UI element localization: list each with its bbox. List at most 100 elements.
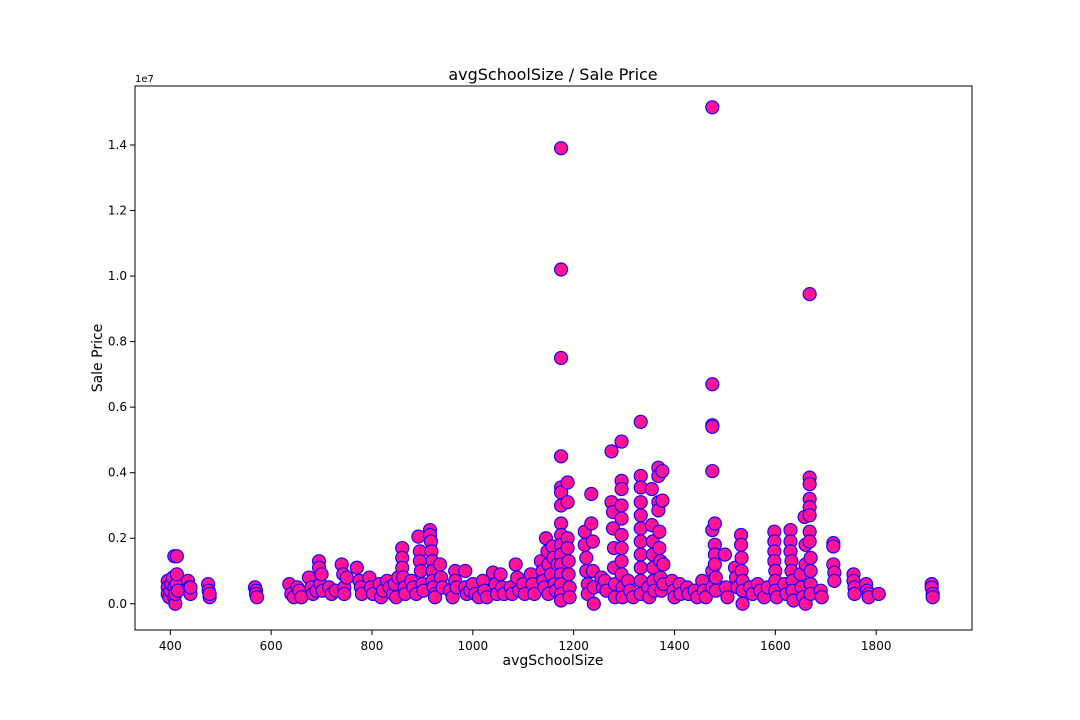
x-tick-label: 800 xyxy=(361,639,384,653)
y-axis-label: Sale Price xyxy=(90,324,106,393)
y-tick-label: 0.0 xyxy=(108,597,127,611)
data-point xyxy=(553,350,569,366)
data-point xyxy=(652,524,667,539)
data-point xyxy=(562,590,577,605)
data-point xyxy=(560,540,575,556)
data-point xyxy=(717,547,733,562)
data-point xyxy=(584,486,599,502)
data-point xyxy=(614,511,629,526)
y-tick-label: 0.4 xyxy=(108,466,127,480)
x-tick-label: 400 xyxy=(159,639,182,653)
data-point xyxy=(614,434,629,449)
data-point xyxy=(803,550,818,566)
data-point xyxy=(633,495,648,510)
data-point xyxy=(705,100,720,115)
data-point xyxy=(644,481,659,497)
data-point xyxy=(527,586,542,602)
x-tick-label: 1600 xyxy=(760,639,791,653)
x-tick-label: 1800 xyxy=(861,639,892,653)
data-point xyxy=(561,567,576,582)
data-point xyxy=(633,560,648,575)
data-point xyxy=(802,534,817,549)
data-point xyxy=(814,590,829,605)
data-point xyxy=(493,567,508,582)
data-point xyxy=(705,463,720,479)
data-point xyxy=(170,583,185,598)
data-point xyxy=(604,444,619,459)
data-point xyxy=(734,550,749,566)
data-point xyxy=(427,590,443,605)
data-point xyxy=(249,590,265,605)
data-point xyxy=(733,537,749,552)
data-point xyxy=(339,570,354,585)
points-layer xyxy=(160,100,940,611)
data-point xyxy=(585,534,600,549)
data-point xyxy=(802,286,817,302)
data-point xyxy=(183,580,198,595)
data-point xyxy=(169,549,184,564)
data-point xyxy=(614,498,629,513)
x-axis-label: avgSchoolSize xyxy=(503,653,604,669)
plot-frame xyxy=(134,85,973,631)
data-point xyxy=(584,516,599,531)
data-point xyxy=(337,586,352,602)
data-point xyxy=(847,586,862,602)
data-point xyxy=(411,529,426,544)
data-point xyxy=(803,563,818,579)
data-point xyxy=(633,534,648,549)
data-point xyxy=(553,262,569,277)
y-tick-label: 1.2 xyxy=(108,204,127,218)
data-point xyxy=(508,557,523,572)
data-point xyxy=(169,567,184,582)
x-tick-label: 1200 xyxy=(558,639,589,653)
data-point xyxy=(349,560,364,575)
data-point xyxy=(294,590,309,605)
data-point xyxy=(202,586,217,602)
y-tick-label: 0.8 xyxy=(108,335,127,349)
data-point xyxy=(655,493,670,508)
data-point xyxy=(826,539,841,554)
data-point xyxy=(633,547,648,562)
data-point xyxy=(871,586,886,602)
x-tick-label: 1000 xyxy=(458,639,489,653)
data-point xyxy=(561,554,576,569)
data-point xyxy=(735,596,750,611)
data-point xyxy=(553,141,569,156)
x-axis: 400 600 800 1000 1200 1400 1600 1800 xyxy=(159,630,892,653)
data-point xyxy=(614,527,629,543)
data-point xyxy=(705,377,720,392)
data-point xyxy=(720,590,735,605)
data-point xyxy=(707,557,722,572)
y-tick-label: 1.4 xyxy=(108,138,127,152)
data-point xyxy=(633,414,648,430)
data-point xyxy=(698,590,713,605)
data-point xyxy=(314,567,329,582)
x-tick-label: 1400 xyxy=(659,639,690,653)
data-point xyxy=(652,540,667,556)
y-tick-label: 0.2 xyxy=(108,531,127,545)
chart-title: avgSchoolSize / Sale Price xyxy=(448,65,657,84)
y-tick-label: 1.0 xyxy=(108,269,127,283)
data-point xyxy=(705,419,720,434)
data-point xyxy=(656,557,671,572)
data-point xyxy=(655,463,670,479)
data-point xyxy=(432,557,448,572)
y-axis: 0.0 0.2 0.4 0.6 0.8 1.0 1.2 1.4 xyxy=(108,138,135,611)
data-point xyxy=(614,540,629,556)
data-point xyxy=(553,449,569,464)
data-point xyxy=(614,481,629,497)
data-point xyxy=(802,508,817,523)
y-offset-label: 1e7 xyxy=(135,74,154,85)
y-tick-label: 0.6 xyxy=(108,400,127,414)
data-point xyxy=(925,590,940,605)
data-point xyxy=(579,550,594,566)
data-point xyxy=(708,570,723,585)
data-point xyxy=(633,508,648,523)
data-point xyxy=(802,477,817,492)
data-point xyxy=(614,554,629,569)
x-tick-label: 600 xyxy=(260,639,283,653)
data-point xyxy=(827,573,842,588)
